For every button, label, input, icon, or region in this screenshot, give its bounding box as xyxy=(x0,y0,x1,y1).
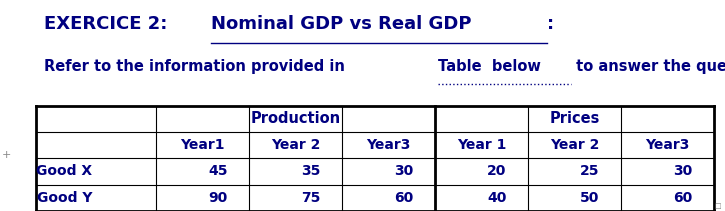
Text: EXERCICE 2:: EXERCICE 2: xyxy=(44,15,173,33)
Text: to answer the questions that follow.: to answer the questions that follow. xyxy=(571,59,725,74)
Text: 40: 40 xyxy=(487,191,507,205)
Text: 35: 35 xyxy=(302,164,320,179)
Text: :: : xyxy=(547,15,554,33)
Text: Prices: Prices xyxy=(550,111,600,126)
Text: 30: 30 xyxy=(674,164,692,179)
Text: 60: 60 xyxy=(394,191,413,205)
Text: 90: 90 xyxy=(208,191,228,205)
Text: Year 2: Year 2 xyxy=(270,138,320,152)
Text: 75: 75 xyxy=(302,191,320,205)
Text: 30: 30 xyxy=(394,164,413,179)
Text: 20: 20 xyxy=(487,164,507,179)
Text: □: □ xyxy=(715,203,721,209)
Text: Production: Production xyxy=(250,111,341,126)
Text: +: + xyxy=(2,150,12,160)
Text: Good Y: Good Y xyxy=(37,191,93,205)
Text: Year1: Year1 xyxy=(180,138,225,152)
Text: 25: 25 xyxy=(580,164,600,179)
Text: Year 2: Year 2 xyxy=(550,138,600,152)
Text: 60: 60 xyxy=(674,191,692,205)
Text: Refer to the information provided in: Refer to the information provided in xyxy=(44,59,349,74)
Text: 45: 45 xyxy=(208,164,228,179)
Text: Nominal GDP vs Real GDP: Nominal GDP vs Real GDP xyxy=(211,15,471,33)
Text: Year3: Year3 xyxy=(366,138,410,152)
Text: Year 1: Year 1 xyxy=(457,138,506,152)
Text: 50: 50 xyxy=(580,191,600,205)
Text: Table  below: Table below xyxy=(439,59,542,74)
Text: Year3: Year3 xyxy=(645,138,689,152)
Text: Good X: Good X xyxy=(36,164,93,179)
